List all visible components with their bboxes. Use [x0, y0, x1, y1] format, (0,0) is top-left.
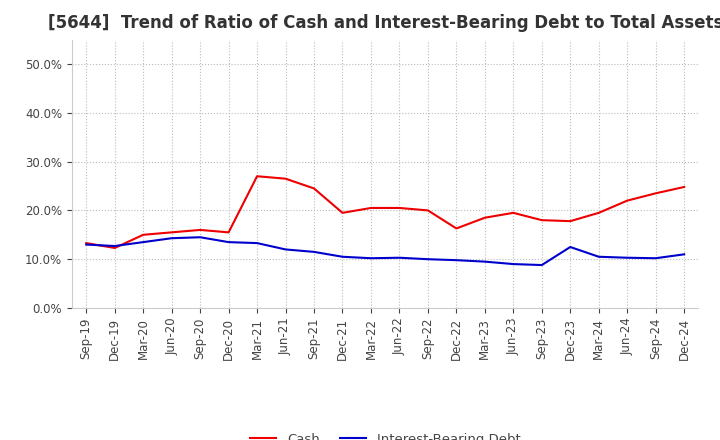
Line: Interest-Bearing Debt: Interest-Bearing Debt	[86, 237, 684, 265]
Interest-Bearing Debt	[623, 255, 631, 260]
Cash	[509, 210, 518, 216]
Cash	[680, 184, 688, 190]
Cash	[566, 219, 575, 224]
Cash	[452, 226, 461, 231]
Cash	[395, 205, 404, 211]
Interest-Bearing Debt	[595, 254, 603, 260]
Cash	[110, 246, 119, 251]
Line: Cash: Cash	[86, 176, 684, 248]
Interest-Bearing Debt	[253, 240, 261, 246]
Interest-Bearing Debt	[167, 235, 176, 241]
Legend: Cash, Interest-Bearing Debt: Cash, Interest-Bearing Debt	[245, 427, 526, 440]
Interest-Bearing Debt	[395, 255, 404, 260]
Title: [5644]  Trend of Ratio of Cash and Interest-Bearing Debt to Total Assets: [5644] Trend of Ratio of Cash and Intere…	[48, 15, 720, 33]
Cash	[167, 230, 176, 235]
Cash	[537, 217, 546, 223]
Interest-Bearing Debt	[366, 256, 375, 261]
Cash	[338, 210, 347, 216]
Cash	[139, 232, 148, 238]
Interest-Bearing Debt	[82, 242, 91, 247]
Interest-Bearing Debt	[225, 239, 233, 245]
Cash	[282, 176, 290, 181]
Interest-Bearing Debt	[509, 261, 518, 267]
Interest-Bearing Debt	[480, 259, 489, 264]
Interest-Bearing Debt	[196, 235, 204, 240]
Cash	[82, 240, 91, 246]
Cash	[423, 208, 432, 213]
Interest-Bearing Debt	[452, 257, 461, 263]
Cash	[253, 174, 261, 179]
Interest-Bearing Debt	[680, 252, 688, 257]
Interest-Bearing Debt	[338, 254, 347, 260]
Interest-Bearing Debt	[566, 244, 575, 249]
Interest-Bearing Debt	[423, 257, 432, 262]
Interest-Bearing Debt	[139, 239, 148, 245]
Interest-Bearing Debt	[110, 243, 119, 249]
Cash	[366, 205, 375, 211]
Cash	[595, 210, 603, 216]
Interest-Bearing Debt	[652, 256, 660, 261]
Cash	[310, 186, 318, 191]
Cash	[196, 227, 204, 233]
Cash	[652, 191, 660, 196]
Interest-Bearing Debt	[282, 247, 290, 252]
Cash	[623, 198, 631, 203]
Interest-Bearing Debt	[537, 262, 546, 268]
Cash	[225, 230, 233, 235]
Interest-Bearing Debt	[310, 249, 318, 254]
Cash	[480, 215, 489, 220]
